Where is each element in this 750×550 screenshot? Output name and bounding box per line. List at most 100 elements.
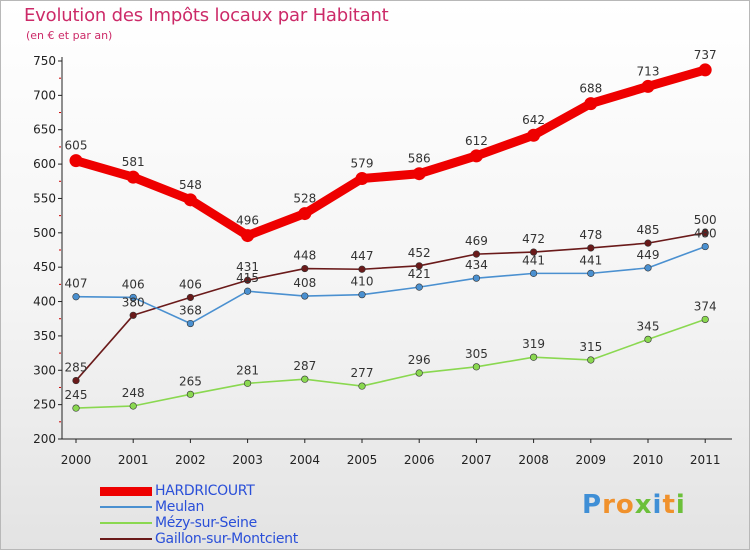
legend-label: Gaillon-sur-Montcient — [155, 531, 298, 547]
data-label: 265 — [179, 374, 202, 388]
series-line-hardricourt — [71, 65, 710, 241]
data-label: 296 — [408, 353, 431, 367]
series-line-gaillon-sur-montcient — [75, 232, 707, 382]
data-label: 305 — [465, 347, 488, 361]
data-label: 406 — [122, 277, 145, 291]
data-point — [415, 262, 423, 270]
data-point — [644, 239, 652, 247]
data-point — [301, 292, 309, 300]
y-tick-label: 700 — [33, 88, 56, 102]
legend-label: HARDRICOURT — [155, 483, 255, 499]
data-point — [412, 167, 426, 181]
data-point — [301, 375, 309, 383]
data-point — [529, 269, 538, 277]
data-label: 248 — [122, 386, 145, 400]
data-label: 528 — [293, 192, 316, 206]
data-label: 612 — [465, 134, 488, 148]
data-point — [69, 154, 83, 168]
data-point — [186, 390, 194, 398]
logo-letter: x — [634, 490, 653, 520]
data-point — [241, 229, 255, 243]
data-label: 406 — [179, 277, 202, 291]
data-label: 319 — [522, 337, 545, 351]
data-label: 469 — [465, 234, 488, 248]
series-line-m-zy-sur-seine — [75, 318, 707, 409]
data-label: 586 — [408, 152, 431, 166]
legend-swatch — [100, 486, 152, 496]
data-label: 688 — [579, 82, 602, 96]
x-tick-label: 2009 — [576, 453, 607, 467]
legend-label: Mézy-sur-Seine — [155, 515, 257, 531]
x-tick-label: 2007 — [461, 453, 492, 467]
data-label: 605 — [65, 139, 88, 153]
data-label: 434 — [465, 258, 488, 272]
data-label: 642 — [522, 113, 545, 127]
data-point — [529, 248, 538, 256]
data-point — [529, 353, 538, 361]
data-point — [469, 149, 483, 163]
data-point — [126, 170, 140, 184]
legend-item: Gaillon-sur-Montcient — [100, 531, 360, 547]
legend-swatch — [100, 538, 152, 540]
chart-axes: 200 250 300 350 400 450 500 550 600 650 700 750 2000… — [33, 54, 732, 467]
y-tick-label: 650 — [33, 123, 56, 137]
data-label: 245 — [65, 388, 88, 402]
data-label: 581 — [122, 155, 145, 169]
data-label: 415 — [236, 271, 259, 285]
data-point — [472, 363, 481, 371]
data-point — [587, 244, 595, 252]
data-label: 441 — [579, 253, 602, 267]
plot-area — [69, 63, 712, 412]
data-point — [183, 193, 197, 207]
y-tick-label: 400 — [33, 295, 56, 309]
data-point — [472, 274, 481, 282]
chart-title: Evolution des Impôts locaux par Habitant — [24, 5, 389, 26]
x-tick-label: 2011 — [690, 453, 721, 467]
y-tick-label: 550 — [33, 191, 56, 205]
chart-subtitle: (en € et par an) — [26, 29, 113, 42]
data-point — [186, 319, 194, 328]
data-label: 478 — [579, 228, 602, 242]
data-point — [358, 291, 366, 299]
data-point — [129, 293, 137, 302]
data-label: 548 — [179, 178, 202, 192]
x-tick-label: 2003 — [232, 453, 263, 467]
data-label: 448 — [293, 249, 316, 263]
data-label: 315 — [579, 340, 602, 354]
data-label: 500 — [694, 213, 717, 227]
data-point — [298, 207, 312, 221]
y-tick-label: 200 — [33, 432, 56, 446]
y-tick-label: 750 — [33, 54, 56, 68]
data-label: 407 — [65, 277, 88, 291]
data-point — [72, 376, 80, 385]
data-label: 287 — [293, 359, 316, 373]
y-tick-label: 300 — [33, 363, 56, 377]
legend-item: Meulan — [100, 499, 360, 515]
data-label: 431 — [236, 260, 259, 274]
data-label: 368 — [179, 304, 202, 318]
x-tick-label: 2001 — [118, 453, 149, 467]
logo-letter: P — [582, 490, 603, 520]
data-point — [644, 335, 652, 343]
proxiti-logo: Proxiti — [582, 490, 686, 520]
y-tick-label: 350 — [33, 329, 56, 343]
data-label: 281 — [236, 363, 259, 377]
data-point — [244, 276, 252, 284]
data-point — [701, 229, 709, 237]
y-tick-label: 450 — [33, 260, 56, 274]
x-tick-label: 2005 — [347, 453, 378, 467]
y-tick-label: 500 — [33, 226, 56, 240]
data-point — [244, 379, 252, 387]
data-point — [527, 128, 541, 142]
data-point — [129, 311, 137, 319]
data-point — [584, 97, 598, 111]
data-point — [701, 242, 709, 251]
data-point — [358, 382, 366, 390]
data-label: 408 — [293, 276, 316, 290]
data-point — [72, 293, 80, 301]
legend-item: HARDRICOURT — [100, 483, 360, 499]
y-tick-label: 600 — [33, 157, 56, 171]
x-tick-label: 2008 — [518, 453, 549, 467]
data-point — [358, 265, 366, 273]
data-label: 472 — [522, 232, 545, 246]
